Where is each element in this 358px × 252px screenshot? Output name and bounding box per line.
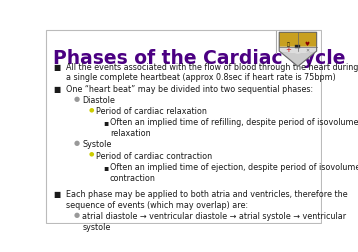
Text: ●: ●: [88, 151, 94, 156]
Polygon shape: [279, 33, 298, 47]
Text: Each phase may be applied to both atria and ventricles, therefore the
sequence o: Each phase may be applied to both atria …: [66, 189, 347, 209]
Text: ■: ■: [54, 84, 61, 93]
Text: ✕: ✕: [305, 47, 309, 52]
Text: ●: ●: [88, 107, 94, 112]
Polygon shape: [279, 52, 317, 67]
Text: ▪: ▪: [103, 162, 109, 171]
Text: Systole: Systole: [82, 140, 112, 149]
Text: ▪: ▪: [103, 118, 109, 127]
Text: One “heart beat” may be divided into two sequential phases:: One “heart beat” may be divided into two…: [66, 84, 313, 93]
Text: ♥: ♥: [305, 42, 310, 47]
FancyBboxPatch shape: [295, 46, 300, 49]
Polygon shape: [279, 47, 298, 54]
FancyBboxPatch shape: [46, 31, 321, 223]
Text: +: +: [286, 47, 291, 53]
Text: atrial diastole → ventricular diastole → atrial systole → ventricular
systole: atrial diastole → ventricular diastole →…: [82, 211, 346, 231]
Text: All the events associated with the flow of blood through the heart during
a sing: All the events associated with the flow …: [66, 62, 358, 82]
Text: Often an implied time of refilling, despite period of isovolumetric
relaxation: Often an implied time of refilling, desp…: [110, 118, 358, 138]
Text: ■: ■: [54, 62, 61, 71]
Text: Diastole: Diastole: [82, 96, 115, 104]
Polygon shape: [298, 33, 317, 47]
Polygon shape: [279, 33, 317, 67]
Text: Often an implied time of ejection, despite period of isovolumetric
contraction: Often an implied time of ejection, despi…: [110, 162, 358, 182]
Text: Period of cardiac contraction: Period of cardiac contraction: [96, 151, 212, 160]
Text: Period of cardiac relaxation: Period of cardiac relaxation: [96, 107, 207, 116]
Text: ■: ■: [54, 189, 61, 198]
Text: 🦁: 🦁: [287, 42, 290, 47]
Text: ●: ●: [74, 140, 80, 146]
Polygon shape: [298, 47, 317, 54]
Text: Phases of the Cardiac Cycle: Phases of the Cardiac Cycle: [53, 49, 345, 68]
Text: ●: ●: [74, 211, 80, 217]
Text: ●: ●: [74, 96, 80, 101]
